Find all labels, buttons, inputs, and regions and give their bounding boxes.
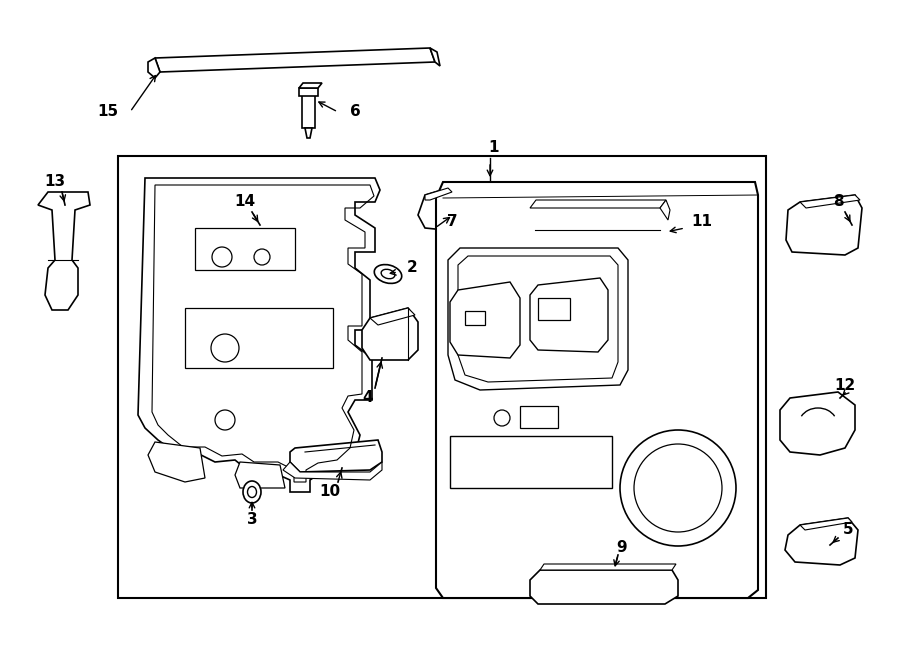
Polygon shape [148,442,205,482]
Polygon shape [148,58,160,78]
Ellipse shape [381,269,395,279]
Polygon shape [800,195,860,208]
Polygon shape [530,278,608,352]
Ellipse shape [374,264,401,284]
Polygon shape [786,195,862,255]
Text: 2: 2 [407,260,418,276]
Polygon shape [370,308,415,325]
Text: 15: 15 [97,104,119,120]
Circle shape [620,430,736,546]
Polygon shape [299,88,318,96]
Polygon shape [138,178,380,492]
Text: 9: 9 [616,541,627,555]
Polygon shape [235,462,285,488]
Text: 11: 11 [691,215,713,229]
Text: 13: 13 [44,175,66,190]
Ellipse shape [248,486,256,498]
Polygon shape [785,518,858,565]
Circle shape [254,249,270,265]
Polygon shape [283,462,382,480]
Text: 8: 8 [832,194,843,210]
Text: 4: 4 [363,391,374,405]
Polygon shape [38,192,90,310]
Polygon shape [299,83,322,88]
Polygon shape [522,208,668,255]
Circle shape [212,247,232,267]
Polygon shape [530,570,678,604]
Polygon shape [290,440,382,472]
Ellipse shape [243,481,261,503]
Polygon shape [302,88,315,128]
Bar [118,156,766,598]
Polygon shape [155,48,435,72]
Text: 3: 3 [247,512,257,527]
Text: 7: 7 [446,215,457,229]
Text: 5: 5 [842,522,853,537]
Circle shape [634,444,722,532]
Bar [450,436,612,488]
Polygon shape [450,282,520,358]
Circle shape [215,410,235,430]
Polygon shape [780,392,855,455]
Polygon shape [660,200,670,220]
Polygon shape [362,308,418,360]
Polygon shape [305,128,312,138]
Text: 12: 12 [834,377,856,393]
Polygon shape [436,182,758,598]
Bar [520,406,558,428]
Polygon shape [425,188,452,200]
Text: 1: 1 [489,141,500,155]
Text: 6: 6 [349,104,360,120]
Bar [538,298,570,320]
Polygon shape [448,248,628,390]
Circle shape [494,410,510,426]
Bar [195,228,295,270]
Text: 14: 14 [234,194,256,210]
Circle shape [211,334,239,362]
Bar [465,311,485,325]
Polygon shape [540,564,676,570]
Text: 10: 10 [320,485,340,500]
Bar [185,308,333,368]
Polygon shape [800,518,852,530]
Polygon shape [530,200,666,208]
Polygon shape [430,48,440,66]
Polygon shape [418,188,455,230]
